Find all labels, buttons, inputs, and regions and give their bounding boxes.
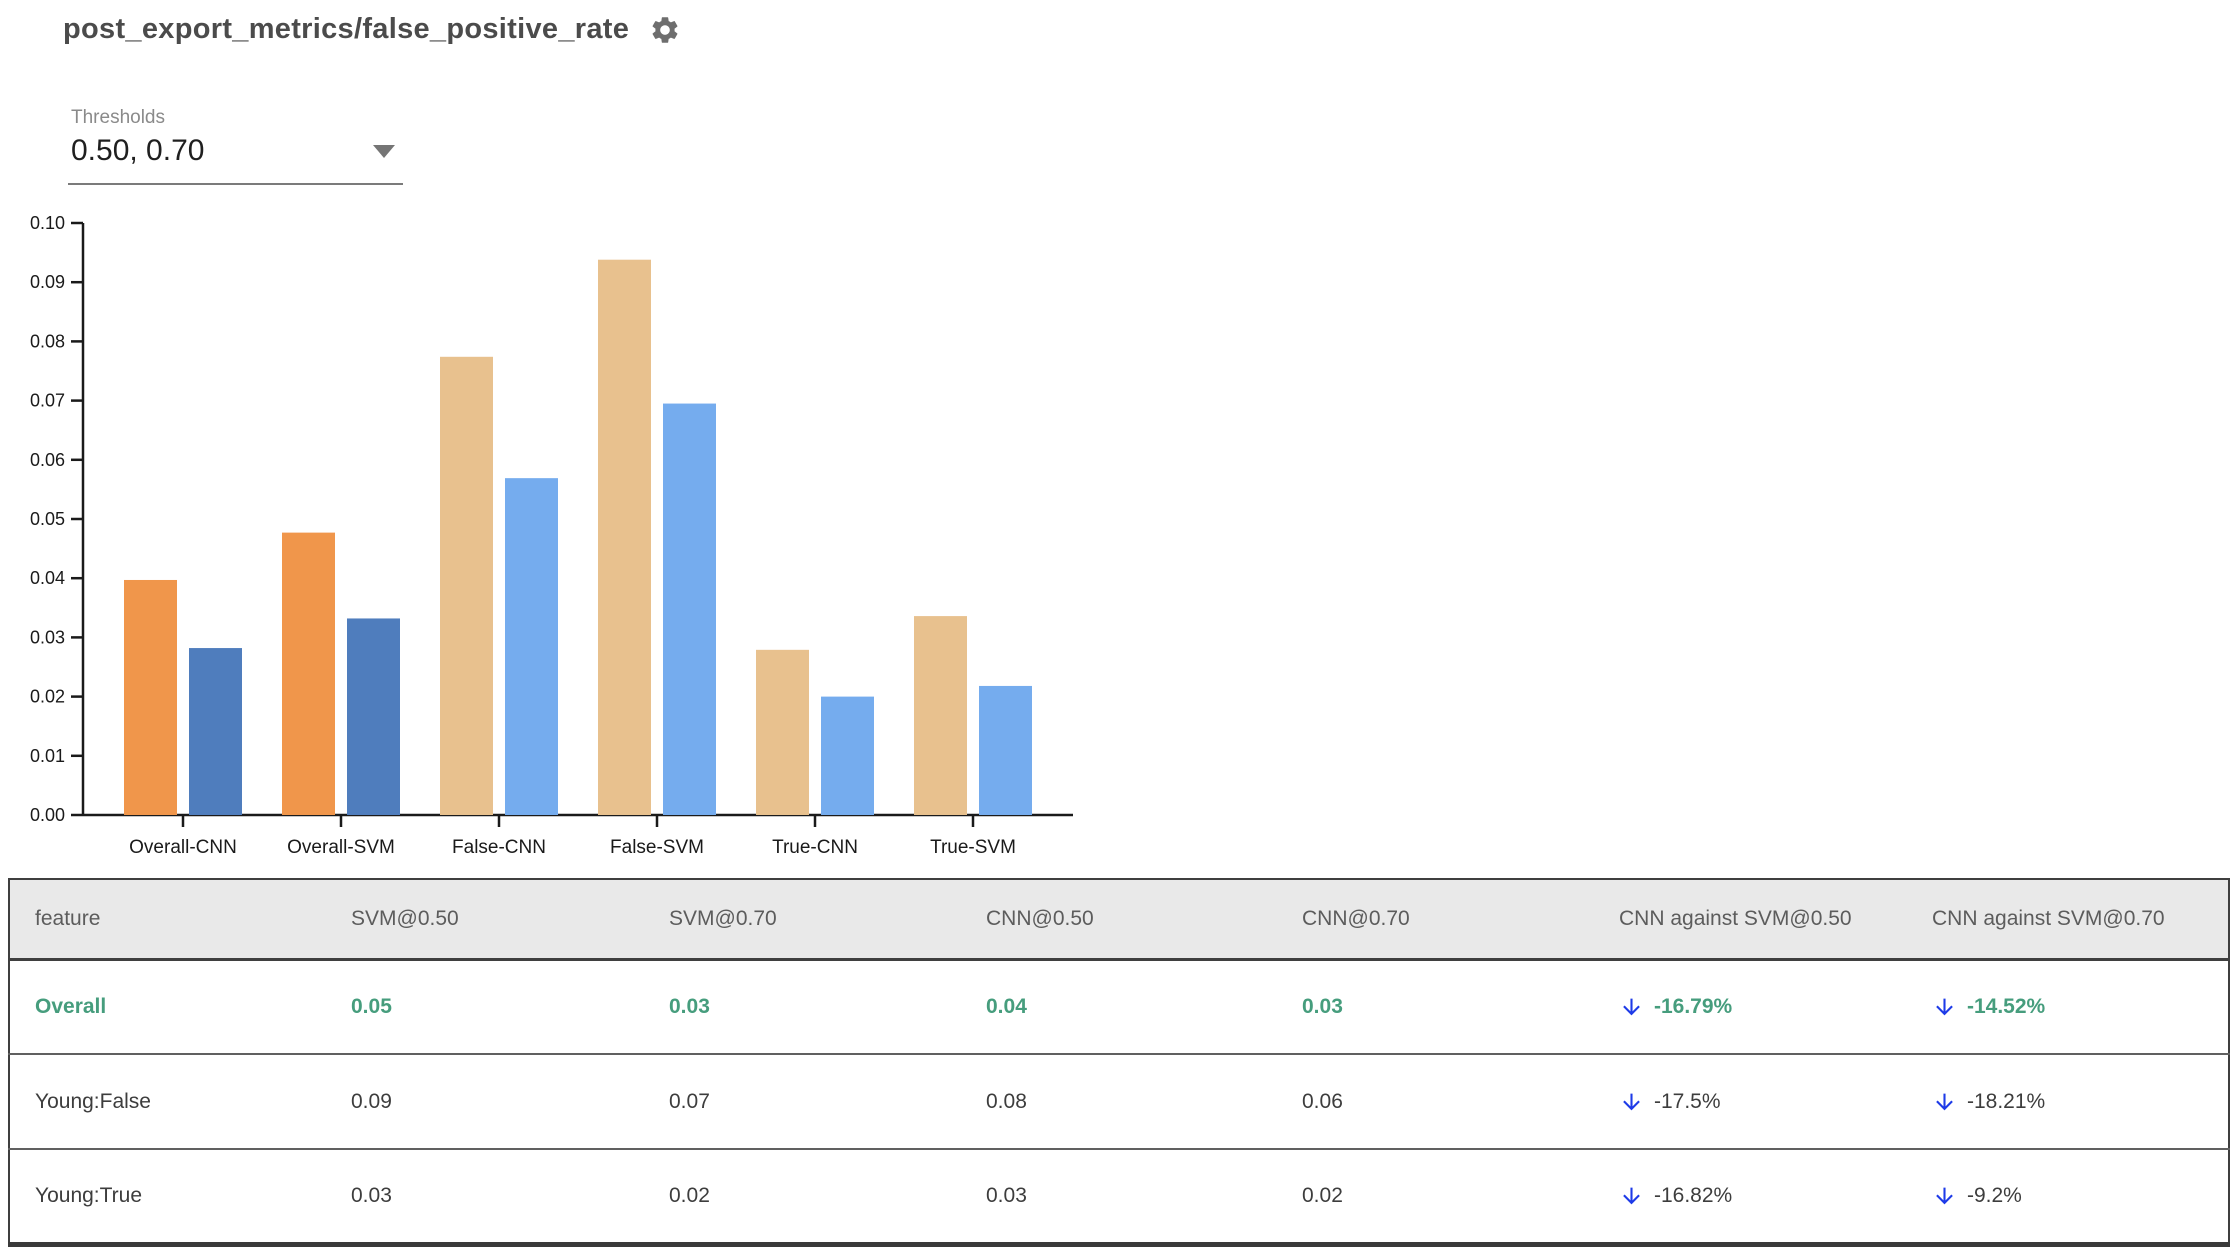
delta-cell: -16.79%	[1619, 959, 1932, 1054]
delta-cell: -9.2%	[1932, 1149, 2229, 1244]
feature-cell: Young:False	[35, 1089, 151, 1113]
y-axis-tick-label: 0.01	[30, 746, 65, 766]
delta-value: -17.5%	[1654, 1089, 1721, 1113]
arrow-down-icon	[1932, 1178, 1957, 1214]
false-positive-rate-chart: 0.00 0.01 0.02 0.03 0.04 0.05 0.06 0.07 0.08 0.09…	[0, 140, 1100, 870]
delta-value: -9.2%	[1967, 1183, 2022, 1207]
column-header-cnn-vs-svm-050: CNN against SVM@0.50	[1619, 906, 1852, 930]
thresholds-label: Thresholds	[71, 107, 165, 128]
column-header-cnn-050: CNN@0.50	[986, 906, 1094, 930]
delta-value: -16.82%	[1654, 1183, 1733, 1207]
bar-True-CNN-threshold-0.70[interactable]	[821, 696, 874, 815]
x-axis-category-label: Overall-CNN	[129, 837, 237, 858]
value-cell: 0.02	[669, 1183, 710, 1207]
y-axis-tick-label: 0.00	[30, 805, 65, 825]
value-cell: 0.03	[986, 1183, 1027, 1207]
bar-True-SVM-threshold-0.70[interactable]	[979, 685, 1032, 815]
page-title: post_export_metrics/false_positive_rate	[63, 13, 630, 45]
column-header-svm-070: SVM@0.70	[669, 906, 777, 930]
gear-icon	[649, 14, 681, 46]
y-axis-tick-label: 0.05	[30, 509, 65, 529]
thresholds-dropdown[interactable]: Thresholds 0.50, 0.70	[68, 107, 403, 185]
y-axis-tick-label: 0.02	[30, 687, 65, 707]
bar-Overall-CNN-threshold-0.70[interactable]	[189, 648, 242, 815]
settings-button[interactable]	[649, 14, 681, 46]
x-axis-category-label: False-CNN	[452, 837, 546, 858]
delta-cell: -17.5%	[1619, 1054, 1932, 1149]
table-row-overall[interactable]: Overall 0.05 0.03 0.04 0.03 -16.79% -14.…	[9, 959, 2229, 1054]
value-cell: 0.05	[351, 994, 392, 1018]
delta-cell: -18.21%	[1932, 1054, 2229, 1149]
column-header-svm-050: SVM@0.50	[351, 906, 459, 930]
bar-Overall-CNN-threshold-0.50[interactable]	[124, 579, 177, 815]
bar-Overall-SVM-threshold-0.70[interactable]	[347, 618, 400, 815]
value-cell: 0.02	[1302, 1183, 1343, 1207]
value-cell: 0.03	[669, 994, 710, 1018]
y-axis-tick-label: 0.09	[30, 272, 65, 292]
table-row-young-false[interactable]: Young:False 0.09 0.07 0.08 0.06 -17.5% -…	[9, 1054, 2229, 1149]
delta-cell: -16.82%	[1619, 1149, 1932, 1244]
column-header-feature: feature	[35, 906, 101, 930]
table-header-row: feature SVM@0.50 SVM@0.70 CNN@0.50 CNN@0…	[9, 879, 2229, 959]
bar-chart-svg: 0.00 0.01 0.02 0.03 0.04 0.05 0.06 0.07 0.08 0.09…	[30, 213, 1073, 858]
arrow-down-icon	[1932, 1084, 1957, 1120]
table-row-young-true[interactable]: Young:True 0.03 0.02 0.03 0.02 -16.82% -…	[9, 1149, 2229, 1244]
bar-Overall-SVM-threshold-0.50[interactable]	[282, 532, 335, 815]
metrics-table: feature SVM@0.50 SVM@0.70 CNN@0.50 CNN@0…	[8, 878, 2230, 1247]
value-cell: 0.07	[669, 1089, 710, 1113]
column-header-cnn-070: CNN@0.70	[1302, 906, 1410, 930]
column-header-cnn-vs-svm-070: CNN against SVM@0.70	[1932, 906, 2165, 930]
x-axis-category-label: True-CNN	[772, 837, 858, 858]
y-axis-tick-label: 0.10	[30, 213, 65, 233]
value-cell: 0.03	[1302, 994, 1343, 1018]
x-axis-category-label: Overall-SVM	[287, 837, 395, 858]
value-cell: 0.04	[986, 994, 1027, 1018]
value-cell: 0.08	[986, 1089, 1027, 1113]
y-axis-tick-label: 0.04	[30, 568, 65, 588]
bar-True-CNN-threshold-0.50[interactable]	[756, 649, 809, 815]
x-axis-category-label: False-SVM	[610, 837, 704, 858]
x-axis-category-label: True-SVM	[930, 837, 1016, 858]
arrow-down-icon	[1619, 989, 1644, 1025]
dropdown-arrow-icon	[373, 144, 395, 158]
y-axis-tick-label: 0.07	[30, 391, 65, 411]
delta-value: -14.52%	[1967, 994, 2046, 1018]
feature-cell: Young:True	[35, 1183, 143, 1207]
feature-cell: Overall	[35, 994, 107, 1018]
arrow-down-icon	[1619, 1084, 1644, 1120]
arrow-down-icon	[1932, 989, 1957, 1025]
bar-False-SVM-threshold-0.50[interactable]	[598, 259, 651, 816]
delta-cell: -14.52%	[1932, 959, 2229, 1054]
bar-False-CNN-threshold-0.50[interactable]	[440, 356, 493, 815]
bar-False-SVM-threshold-0.70[interactable]	[663, 403, 716, 815]
delta-value: -18.21%	[1967, 1089, 2046, 1113]
y-axis-tick-label: 0.06	[30, 450, 65, 470]
value-cell: 0.09	[351, 1089, 392, 1113]
thresholds-value: 0.50, 0.70	[71, 134, 205, 167]
bar-False-CNN-threshold-0.70[interactable]	[505, 478, 558, 815]
value-cell: 0.06	[1302, 1089, 1343, 1113]
value-cell: 0.03	[351, 1183, 392, 1207]
delta-value: -16.79%	[1654, 994, 1733, 1018]
y-axis-tick-label: 0.08	[30, 331, 65, 351]
y-axis-tick-label: 0.03	[30, 627, 65, 647]
title-row: post_export_metrics/false_positive_rate	[63, 13, 681, 46]
arrow-down-icon	[1619, 1178, 1644, 1214]
bar-True-SVM-threshold-0.50[interactable]	[914, 616, 967, 815]
